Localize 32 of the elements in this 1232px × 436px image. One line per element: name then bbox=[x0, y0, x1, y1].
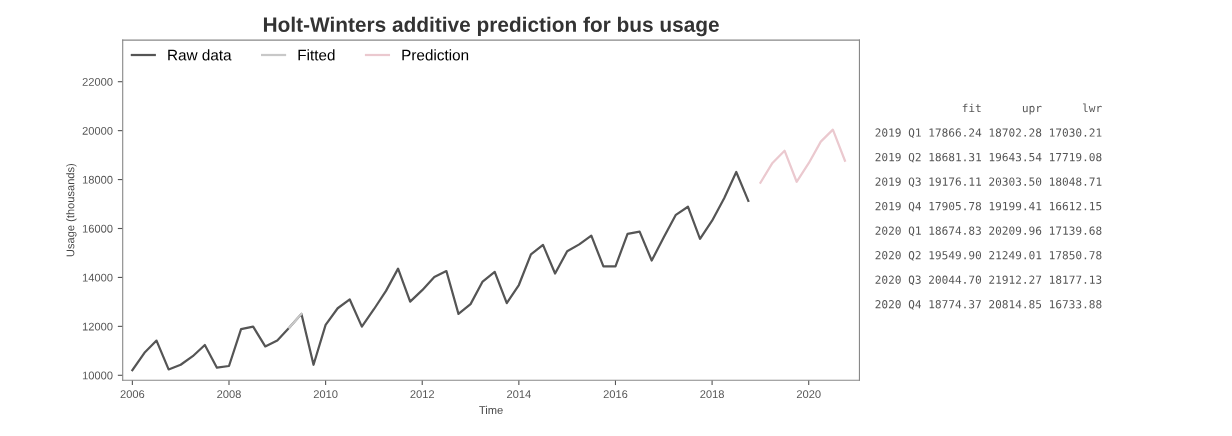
y-tick-label: 18000 bbox=[82, 175, 113, 184]
y-axis-title: Usage (thousands) bbox=[66, 163, 77, 257]
x-tick-label: 2006 bbox=[120, 390, 145, 399]
chart-title: Holt-Winters additive prediction for bus usage bbox=[263, 16, 719, 37]
text: fit upr lwr bbox=[962, 103, 1102, 115]
x-tick-label: 2014 bbox=[507, 390, 531, 399]
y-tick-label: 10000 bbox=[82, 371, 113, 380]
legend-label: Fitted bbox=[298, 49, 335, 61]
x-tick-label: 2012 bbox=[410, 390, 435, 399]
line-series bbox=[131, 170, 750, 372]
text: 2019 Q2 18681.31 19643.54 17719.08 bbox=[875, 152, 1102, 163]
x-tick-label: 2010 bbox=[313, 390, 338, 399]
x-tick-label: 2016 bbox=[603, 390, 628, 399]
x-tick-label: 2008 bbox=[217, 390, 241, 399]
text: 2019 Q3 19176.11 20303.50 18048.71 bbox=[875, 177, 1102, 188]
text: 2020 Q1 18674.83 20209.96 17139.68 bbox=[875, 226, 1102, 237]
legend-label: Raw data bbox=[168, 49, 232, 61]
legend-label: Prediction bbox=[402, 49, 469, 61]
x-tick-label: 2020 bbox=[796, 390, 821, 399]
text: 2019 Q4 17905.78 19199.41 16612.15 bbox=[875, 201, 1102, 212]
y-tick-label: 20000 bbox=[82, 126, 113, 135]
text: 2020 Q3 20044.70 21912.27 18177.13 bbox=[875, 275, 1102, 286]
x-axis-title: Time bbox=[479, 405, 503, 414]
y-tick-label: 12000 bbox=[82, 322, 113, 331]
x-tick-label: 2018 bbox=[700, 390, 724, 399]
y-tick-label: 22000 bbox=[82, 77, 113, 86]
text: 2020 Q2 19549.90 21249.01 17850.78 bbox=[875, 251, 1102, 261]
y-tick-label: 14000 bbox=[82, 273, 113, 282]
y-tick-label: 16000 bbox=[82, 224, 113, 233]
text: 2019 Q1 17866.24 18702.28 17030.21 bbox=[875, 128, 1102, 139]
text: 2020 Q4 18774.37 20814.85 16733.88 bbox=[875, 300, 1102, 310]
line-series bbox=[759, 128, 847, 184]
